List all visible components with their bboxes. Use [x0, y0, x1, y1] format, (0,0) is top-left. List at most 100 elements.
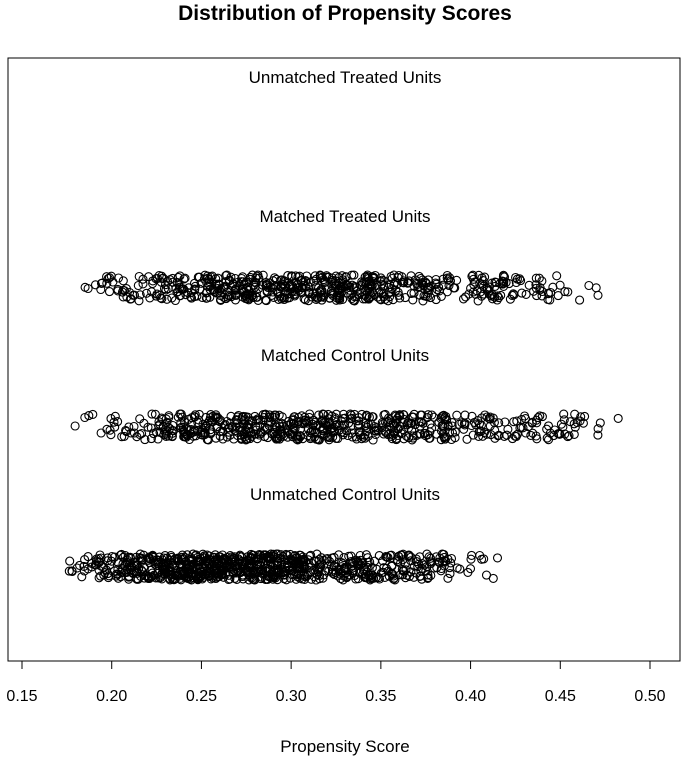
- data-point: [537, 276, 547, 286]
- data-point: [309, 432, 320, 442]
- data-point: [334, 290, 344, 300]
- data-point: [284, 565, 294, 575]
- data-point: [153, 573, 163, 583]
- data-point: [135, 429, 145, 440]
- data-point: [584, 280, 594, 291]
- data-point: [199, 566, 209, 576]
- data-point: [84, 411, 94, 421]
- group-label: Matched Control Units: [261, 346, 429, 365]
- data-point: [157, 294, 167, 304]
- data-point: [170, 574, 180, 584]
- data-point: [164, 412, 174, 423]
- data-point: [335, 295, 345, 305]
- data-point: [128, 290, 138, 300]
- data-point: [202, 418, 213, 428]
- data-point: [110, 411, 120, 421]
- data-point: [145, 293, 155, 303]
- data-point: [235, 281, 245, 291]
- data-point: [436, 566, 446, 576]
- data-point: [424, 552, 434, 562]
- data-point: [424, 283, 434, 293]
- data-point: [465, 564, 476, 574]
- data-point: [440, 413, 450, 423]
- data-point: [165, 423, 175, 433]
- data-point: [173, 412, 183, 422]
- data-point: [113, 286, 123, 296]
- data-point: [158, 273, 168, 283]
- data-point: [311, 434, 321, 444]
- data-point: [138, 279, 148, 289]
- data-point: [177, 412, 187, 422]
- data-point: [490, 433, 500, 443]
- data-point: [477, 273, 487, 283]
- data-point: [396, 429, 406, 439]
- data-point: [438, 422, 448, 432]
- data-point: [416, 429, 426, 439]
- data-point: [543, 435, 554, 445]
- data-point: [576, 412, 586, 422]
- data-point: [555, 280, 565, 290]
- data-point: [459, 424, 469, 434]
- data-point: [205, 277, 215, 287]
- data-point: [503, 424, 513, 434]
- data-point: [209, 552, 219, 562]
- data-point: [461, 292, 471, 302]
- data-point: [331, 409, 341, 419]
- data-point: [288, 432, 298, 442]
- data-point: [300, 276, 311, 286]
- data-point: [452, 410, 462, 420]
- data-point: [494, 418, 504, 428]
- data-point: [251, 421, 261, 431]
- data-point: [341, 272, 351, 282]
- data-point: [186, 560, 196, 570]
- data-point: [336, 562, 346, 572]
- data-point: [125, 552, 135, 562]
- data-point: [179, 427, 189, 437]
- data-point: [295, 563, 305, 574]
- data-point: [276, 281, 286, 291]
- data-point: [457, 418, 467, 428]
- data-point: [243, 552, 253, 562]
- data-point: [436, 291, 446, 301]
- data-point: [365, 557, 375, 567]
- data-point: [347, 428, 357, 438]
- data-point: [364, 276, 374, 287]
- data-point: [305, 434, 315, 444]
- data-point: [354, 427, 364, 437]
- data-point: [202, 435, 212, 445]
- data-point: [575, 295, 585, 305]
- data-point: [77, 572, 87, 582]
- data-point: [178, 554, 189, 564]
- data-point: [135, 290, 145, 300]
- data-point: [212, 423, 222, 433]
- data-point: [411, 557, 422, 567]
- data-point: [362, 410, 372, 421]
- data-point: [426, 570, 436, 581]
- data-point: [261, 563, 271, 573]
- data-point: [403, 423, 414, 433]
- data-point: [254, 567, 264, 578]
- data-point: [354, 416, 364, 426]
- data-point: [244, 562, 254, 572]
- data-point: [113, 417, 123, 427]
- data-point: [516, 276, 526, 286]
- data-point: [286, 418, 296, 428]
- data-point: [542, 424, 552, 434]
- data-point: [296, 276, 307, 286]
- data-point: [311, 575, 321, 585]
- group-label: Unmatched Treated Units: [249, 68, 442, 87]
- data-point: [499, 277, 509, 287]
- data-point: [119, 286, 130, 296]
- data-point: [113, 573, 123, 583]
- data-point: [226, 561, 236, 571]
- data-point: [361, 550, 371, 560]
- data-point: [274, 434, 285, 444]
- data-point: [189, 278, 200, 288]
- data-point: [397, 564, 407, 574]
- data-point: [543, 294, 553, 305]
- data-point: [222, 270, 232, 280]
- data-point: [474, 427, 484, 437]
- data-point: [502, 430, 512, 440]
- data-point: [149, 555, 159, 565]
- data-point: [113, 569, 123, 579]
